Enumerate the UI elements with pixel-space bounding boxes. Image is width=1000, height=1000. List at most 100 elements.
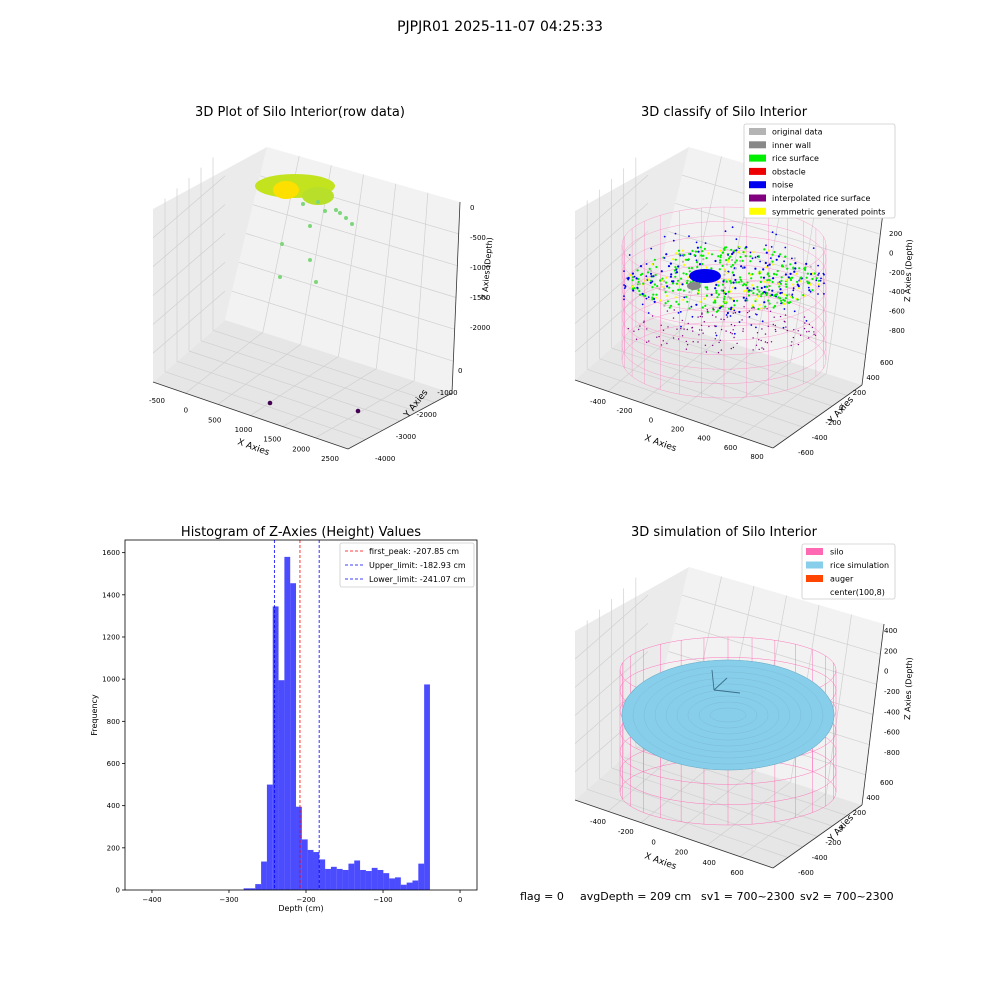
tick-label: -2000 (417, 411, 437, 419)
classify-interpolated-point (804, 322, 806, 324)
classify-point (772, 306, 775, 309)
classify-point (758, 272, 761, 275)
classify-point (670, 273, 673, 276)
classify-point (663, 287, 666, 290)
classify-noise-point (819, 279, 822, 282)
classify-noise-point (750, 324, 753, 326)
classify-interpolated-point (720, 328, 723, 331)
classify-z-axis-label: Z Axies (Depth) (903, 239, 914, 302)
classify-point (734, 287, 737, 290)
classify-point (726, 311, 730, 315)
classify-interpolated-point (698, 329, 701, 331)
tick-label: 400 (866, 374, 879, 382)
classify-interpolated-point (723, 318, 725, 321)
classify-interpolated-point (711, 314, 714, 316)
classify-noise-point (680, 325, 682, 328)
classify-point (703, 297, 706, 300)
classify-interpolated-point (772, 323, 774, 326)
classify-point (665, 276, 668, 279)
classify-point (806, 272, 809, 275)
classify-interpolated-point (687, 322, 689, 325)
classify-point (656, 285, 659, 288)
classify-interpolated-point (799, 334, 802, 336)
tick-label: -1500 (470, 294, 490, 302)
classify-point (809, 283, 812, 286)
classify-point (793, 270, 796, 273)
classify-interpolated-point (681, 335, 684, 337)
classify-interpolated-point (683, 328, 685, 330)
raw-scatter-point (316, 200, 320, 204)
classify-point (765, 251, 768, 254)
classify-interpolated-point (731, 333, 733, 335)
classify-interpolated-point (685, 348, 688, 350)
classify-point (730, 248, 733, 251)
histogram-bar (290, 583, 297, 890)
simulation-legend-frame (801, 543, 896, 600)
classify-point (701, 250, 704, 253)
classify-point (772, 277, 775, 280)
classify-point (766, 291, 769, 295)
classify-noise-point (781, 291, 783, 294)
left-grid-line (574, 174, 649, 240)
footer-avg-depth: avgDepth = 209 cm (580, 890, 691, 903)
classify-point (632, 289, 635, 292)
classify-point (750, 289, 753, 292)
classify-point (787, 276, 790, 279)
classify-noise-point (647, 312, 650, 314)
classify-point (712, 301, 715, 304)
classify-point (751, 304, 754, 307)
classify-interpolated-point (748, 310, 750, 312)
tick-label: 1000 (235, 426, 253, 434)
classify-point (660, 270, 663, 273)
classify-point (785, 279, 788, 282)
classify-point (704, 304, 707, 307)
classify-point (707, 252, 710, 255)
rice-surface-contour (665, 683, 791, 747)
classify-point (719, 256, 722, 259)
classify-point (668, 306, 671, 309)
classify-point (674, 296, 677, 299)
histogram-bar (365, 871, 372, 890)
classify-interpolated-point (764, 341, 767, 343)
classify-point (691, 249, 694, 252)
classify-interpolated-point (742, 330, 744, 332)
classify-legend-frame (743, 123, 896, 219)
classify-interpolated-point (701, 329, 703, 331)
classify-noise-point (775, 233, 778, 236)
rice-simulation-surface (621, 659, 835, 771)
classify-interpolated-point (715, 316, 717, 318)
auger-line (711, 669, 715, 691)
classify-interpolated-point (717, 351, 720, 354)
tick-label: 0 (470, 204, 474, 212)
classify-point (783, 299, 787, 302)
classify-interpolated-point (761, 347, 763, 349)
classify-noise-point (674, 232, 677, 235)
classify-interpolated-point (808, 330, 810, 333)
classify-noise-point (770, 246, 773, 248)
classify-point (677, 303, 680, 306)
classify-point (706, 311, 709, 314)
histogram-bar (249, 888, 256, 890)
classify-point (681, 260, 685, 263)
classify-interpolated-point (732, 329, 734, 331)
tick-label: -500 (149, 397, 165, 405)
classify-interpolated-point (639, 325, 641, 327)
classify-point (701, 306, 704, 309)
classify-interpolated-point (698, 334, 700, 336)
classify-point (764, 305, 767, 308)
classify-interpolated-point (712, 307, 714, 309)
classify-point (783, 302, 786, 305)
classify-point (699, 246, 702, 249)
classify-point (646, 271, 650, 274)
y-tick-label: 200 (107, 844, 120, 852)
legend-label: center(100,8) (830, 588, 885, 597)
classify-point (731, 263, 735, 267)
raw-scatter-point (344, 216, 348, 220)
classify-point (803, 267, 806, 270)
classify-point (695, 261, 699, 264)
classify-point (669, 262, 673, 265)
figure-suptitle: PJPJR01 2025-11-07 04:25:33 (397, 19, 603, 35)
histogram-x-ticks: −400 −300 −200 −100 0 (142, 890, 462, 904)
classify-interpolated-point (646, 341, 648, 343)
classify-interpolated-point (734, 311, 737, 314)
